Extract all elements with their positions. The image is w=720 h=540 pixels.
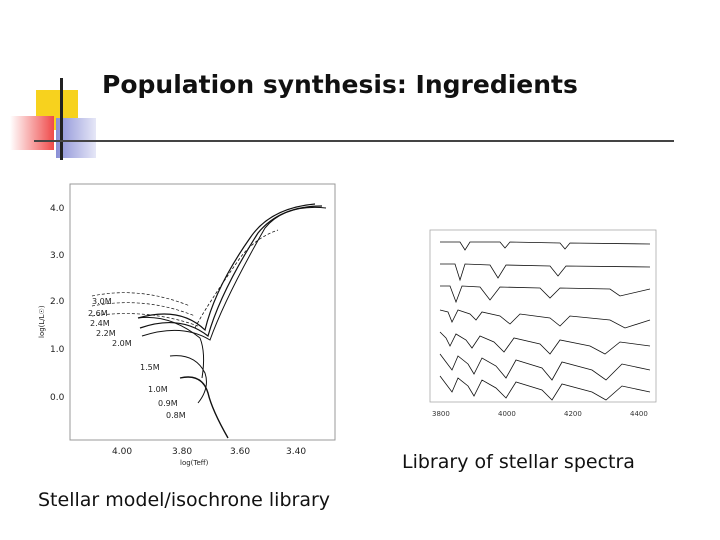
hr-mass-label: 2.4M [90,319,110,328]
spectrum-line [440,285,651,304]
hr-track [179,376,229,439]
hr-x-tick: 3.40 [286,447,306,457]
hr-mass-label: 2.6M [88,309,108,318]
hr-y-tick: 1.0 [50,345,65,355]
hr-x-tick: 4.00 [112,447,132,457]
hr-x-tick: 3.80 [172,447,192,457]
hr-x-tick: 3.60 [230,447,250,457]
hr-y-tick: 0.0 [50,393,65,403]
spectra-x-tick: 4000 [498,410,516,418]
spectra-frame [429,229,657,403]
accent-red-block [10,116,54,150]
hr-track [137,316,205,379]
hr-track [194,229,279,329]
hr-track [141,206,327,341]
hr-y-tick: 2.0 [50,297,65,307]
hr-mass-label: 3.0M [92,297,112,306]
hr-mass-label: 0.9M [158,399,178,408]
vertical-rule [60,78,63,160]
hr-track [91,302,196,317]
hr-track [137,203,316,332]
hr-mass-label: 2.0M [112,339,132,348]
spectra-plot: 3800 4000 4200 4400 [429,229,657,418]
spectrum-line [440,263,651,282]
spectrum-line [439,309,651,329]
hr-frame [69,183,336,441]
hr-mass-label: 0.8M [166,411,186,420]
hr-y-tick: 4.0 [50,204,65,214]
hr-track [169,355,207,404]
hr-track [139,205,323,338]
spectrum-line [439,375,651,401]
hr-mass-label: 1.5M [140,363,160,372]
spectra-lines [439,241,651,401]
hr-track [91,292,191,307]
spectra-x-tick: 4400 [630,410,648,418]
spectrum-line [439,331,651,355]
horizontal-rule [34,140,674,142]
hr-tracks [91,203,327,439]
spectra-x-tick: 4200 [564,410,582,418]
hr-mass-label: 1.0M [148,385,168,394]
spectrum-line [440,241,651,251]
hr-y-tick: 3.0 [50,251,65,261]
spectra-x-tick: 3800 [432,410,450,418]
hr-x-axis-label: log(Teff) [180,459,209,467]
caption-spectra: Library of stellar spectra [402,451,635,473]
hr-diagram: 4.0 3.0 2.0 1.0 0.0 log(L/L☉) 4.00 3.80 … [38,183,336,467]
hr-track [91,313,199,327]
slide-title: Population synthesis: Ingredients [102,70,578,99]
hr-y-axis-label: log(L/L☉) [38,305,46,338]
caption-models: Stellar model/isochrone library [38,489,331,511]
hr-mass-label: 2.2M [96,329,116,338]
spectrum-line [439,353,651,381]
